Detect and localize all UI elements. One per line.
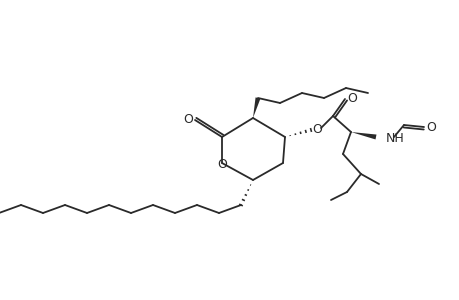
Text: O: O [217,158,226,170]
Text: O: O [425,121,435,134]
Text: O: O [346,92,356,104]
Polygon shape [252,98,260,118]
Text: O: O [311,122,321,136]
Text: O: O [183,112,192,125]
Text: NH: NH [385,131,404,145]
Polygon shape [350,132,375,140]
